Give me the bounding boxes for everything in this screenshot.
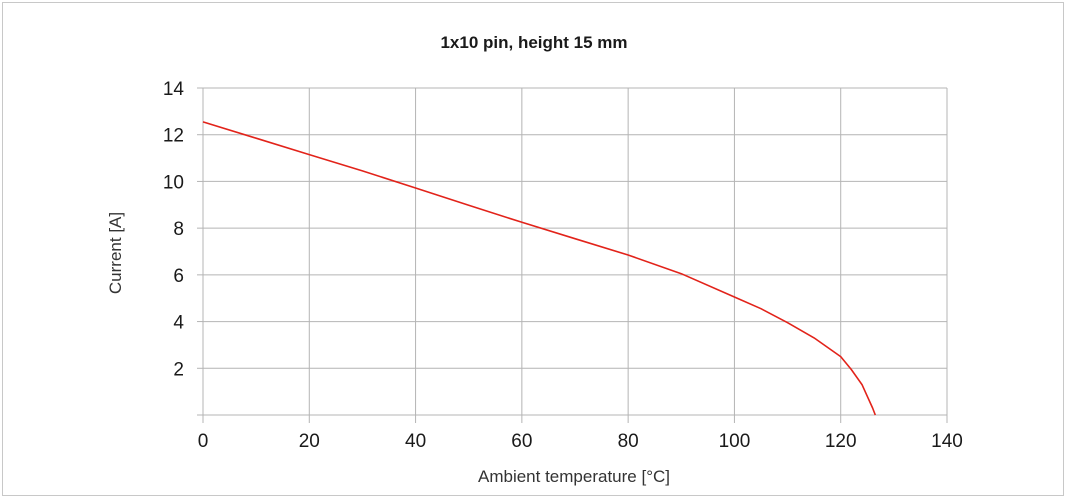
x-tick-label: 120 (825, 431, 857, 452)
x-tick-label: 0 (198, 431, 209, 452)
x-tick-labels: 0 20 40 60 80 100 120 140 (198, 431, 963, 452)
x-tick-label: 140 (931, 431, 963, 452)
axes (197, 87, 948, 423)
x-tick-label: 20 (299, 431, 320, 452)
x-axis-label: Ambient temperature [°C] (478, 467, 670, 486)
y-tick-label: 8 (173, 219, 184, 240)
grid (203, 87, 948, 415)
x-tick-label: 40 (405, 431, 426, 452)
x-tick-label: 100 (719, 431, 751, 452)
series-line (202, 121, 877, 416)
y-tick-labels: 2 4 6 8 10 12 14 (163, 79, 185, 380)
series-lines (202, 121, 877, 416)
y-tick-label: 6 (173, 266, 184, 287)
y-tick-label: 2 (173, 359, 184, 380)
y-tick-label: 14 (163, 79, 185, 100)
x-tick-label: 80 (618, 431, 639, 452)
x-tick-label: 60 (511, 431, 532, 452)
y-tick-label: 4 (173, 313, 184, 334)
y-tick-label: 12 (163, 126, 184, 147)
y-tick-label: 10 (163, 172, 184, 193)
chart-title: 1x10 pin, height 15 mm (440, 33, 627, 52)
y-axis-label: Current [A] (106, 212, 125, 294)
